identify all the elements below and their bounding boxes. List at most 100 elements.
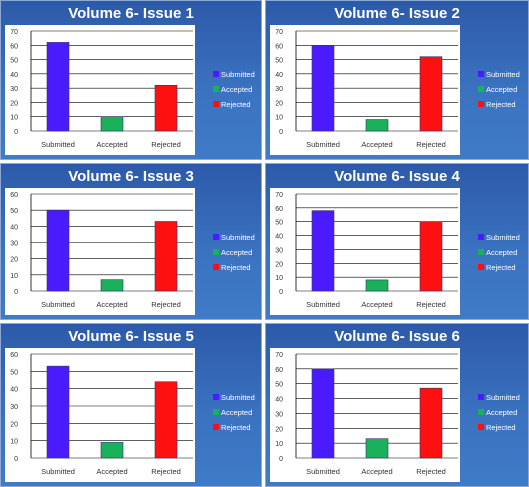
- y-tick-label: 20: [10, 257, 18, 264]
- y-tick-label: 20: [10, 421, 18, 428]
- legend-label: Submitted: [221, 70, 255, 79]
- x-tick-label: Submitted: [306, 467, 340, 476]
- bar-submitted: [46, 365, 70, 459]
- y-tick-label: 0: [279, 129, 283, 136]
- x-tick-label: Rejected: [416, 467, 446, 476]
- legend-swatch: [213, 424, 219, 430]
- bar-submitted: [46, 209, 70, 292]
- y-tick-label: 60: [10, 43, 18, 50]
- x-tick-label: Accepted: [96, 140, 127, 149]
- bar-accepted: [100, 279, 124, 292]
- bar-chart: 0 10 20 30 40 50 60 Submitted Accepted Rejected Su…: [5, 348, 255, 482]
- legend-swatch: [213, 101, 219, 107]
- bar-chart: 0 10 20 30 40 50 60 70 Submitted Accepted Rejected…: [270, 348, 520, 482]
- x-tick-label: Submitted: [41, 467, 75, 476]
- legend-label: Accepted: [221, 248, 252, 257]
- y-tick-label: 40: [275, 234, 283, 241]
- legend-label: Accepted: [486, 85, 517, 94]
- y-tick-label: 60: [275, 367, 283, 374]
- legend-label: Accepted: [486, 408, 517, 417]
- chart-title: Volume 6- Issue 6: [334, 328, 460, 345]
- legend-label: Rejected: [486, 100, 516, 109]
- x-tick-label: Rejected: [151, 467, 181, 476]
- y-tick-label: 10: [10, 273, 18, 280]
- legend-swatch: [478, 101, 484, 107]
- legend-label: Rejected: [221, 263, 251, 272]
- chart-panel: Volume 6- Issue 3 0 10 20 30 40 50 60 Submitted A…: [0, 163, 262, 320]
- y-tick-label: 10: [275, 115, 283, 122]
- y-tick-label: 70: [275, 352, 283, 359]
- bar-submitted: [46, 42, 70, 132]
- y-tick-label: 30: [10, 404, 18, 411]
- y-tick-label: 10: [10, 115, 18, 122]
- bar-chart: 0 10 20 30 40 50 60 Submitted Accepted Rejected Su…: [5, 188, 255, 315]
- y-tick-label: 40: [275, 397, 283, 404]
- bar-accepted: [365, 438, 389, 459]
- legend-swatch: [213, 86, 219, 92]
- y-tick-label: 0: [279, 456, 283, 463]
- y-tick-label: 50: [10, 58, 18, 65]
- legend-swatch: [478, 249, 484, 255]
- y-tick-label: 50: [275, 220, 283, 227]
- y-tick-label: 60: [275, 43, 283, 50]
- chart-panel: Volume 6- Issue 5 0 10 20 30 40 50 60 Submitted A…: [0, 323, 262, 487]
- y-tick-label: 0: [279, 289, 283, 296]
- legend-label: Accepted: [221, 85, 252, 94]
- x-tick-label: Rejected: [416, 300, 446, 309]
- x-tick-label: Submitted: [306, 140, 340, 149]
- legend-label: Submitted: [221, 233, 255, 242]
- legend-swatch: [478, 86, 484, 92]
- y-tick-label: 50: [10, 208, 18, 215]
- bar-rejected: [154, 381, 178, 459]
- chart-panel: Volume 6- Issue 4 0 10 20 30 40 50 60 70 Submitte…: [265, 163, 529, 320]
- x-tick-label: Accepted: [361, 467, 392, 476]
- y-tick-label: 30: [10, 241, 18, 248]
- chart-title: Volume 6- Issue 5: [68, 328, 194, 345]
- y-tick-label: 60: [275, 206, 283, 213]
- chart-title: Volume 6- Issue 1: [68, 5, 194, 22]
- bar-rejected: [419, 387, 443, 459]
- legend-label: Rejected: [221, 100, 251, 109]
- legend-label: Submitted: [486, 233, 520, 242]
- y-tick-label: 40: [275, 72, 283, 79]
- bar-rejected: [154, 221, 178, 292]
- y-tick-label: 30: [275, 247, 283, 254]
- legend-swatch: [213, 394, 219, 400]
- x-tick-label: Accepted: [96, 300, 127, 309]
- y-tick-label: 40: [10, 224, 18, 231]
- bar-chart: 0 10 20 30 40 50 60 70 Submitted Accepted Rejected…: [270, 188, 520, 315]
- y-tick-label: 70: [275, 29, 283, 36]
- legend-swatch: [213, 264, 219, 270]
- legend-swatch: [213, 249, 219, 255]
- bar-chart: 0 10 20 30 40 50 60 70 Submitted Accepted Rejected…: [270, 25, 520, 155]
- x-tick-label: Accepted: [96, 467, 127, 476]
- y-tick-label: 60: [10, 192, 18, 199]
- x-tick-label: Rejected: [151, 300, 181, 309]
- bar-rejected: [419, 221, 443, 292]
- y-tick-label: 10: [10, 439, 18, 446]
- y-tick-label: 0: [14, 129, 18, 136]
- y-tick-label: 50: [275, 382, 283, 389]
- chart-title: Volume 6- Issue 2: [334, 5, 460, 22]
- chart-title: Volume 6- Issue 4: [334, 168, 460, 185]
- y-tick-label: 70: [10, 29, 18, 36]
- x-tick-label: Accepted: [361, 140, 392, 149]
- y-tick-label: 0: [14, 456, 18, 463]
- legend-swatch: [478, 424, 484, 430]
- legend-swatch: [478, 264, 484, 270]
- bar-accepted: [100, 442, 124, 459]
- y-tick-label: 10: [275, 275, 283, 282]
- legend-label: Rejected: [486, 423, 516, 432]
- y-tick-label: 20: [275, 426, 283, 433]
- chart-panel: Volume 6- Issue 2 0 10 20 30 40 50 60 70 Submitte…: [265, 0, 529, 160]
- chart-title: Volume 6- Issue 3: [68, 168, 194, 185]
- chart-panel: Volume 6- Issue 6 0 10 20 30 40 50 60 70 Submitte…: [265, 323, 529, 487]
- y-tick-label: 40: [10, 72, 18, 79]
- y-tick-label: 60: [10, 352, 18, 359]
- bar-chart: 0 10 20 30 40 50 60 70 Submitted Accepted Rejected…: [5, 25, 255, 155]
- legend-swatch: [478, 394, 484, 400]
- legend-swatch: [478, 71, 484, 77]
- legend-label: Accepted: [486, 248, 517, 257]
- legend-label: Submitted: [486, 393, 520, 402]
- x-tick-label: Submitted: [41, 140, 75, 149]
